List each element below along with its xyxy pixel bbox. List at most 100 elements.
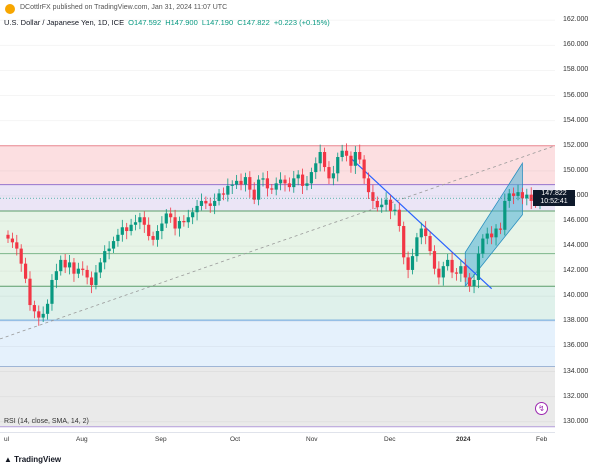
price-tick-label: 142.000 <box>563 267 589 275</box>
candle-body <box>274 183 278 190</box>
candle-body <box>19 248 23 264</box>
candle-body <box>309 172 313 184</box>
candle-body <box>366 178 371 193</box>
candle-body <box>103 251 107 263</box>
price-tick-label: 144.000 <box>563 242 589 250</box>
candle-body <box>397 209 401 227</box>
candle-body <box>520 192 525 199</box>
candle-body <box>305 183 309 186</box>
candle-body <box>371 192 375 201</box>
candle-body <box>120 227 124 235</box>
price-tick-label: 132.000 <box>563 392 589 400</box>
tradingview-logo-text: TradingView <box>14 455 62 464</box>
candle-body <box>10 238 14 243</box>
price-tick-label: 130.000 <box>563 417 589 425</box>
rsi-indicator-label[interactable]: RSI (14, close, SMA, 14, 2) <box>4 418 89 425</box>
candle-body <box>419 228 423 238</box>
candle-body <box>186 217 190 223</box>
candle-body <box>529 194 533 201</box>
tv-mark-icon: ▲ <box>4 455 12 464</box>
candle-body <box>23 263 28 279</box>
lightning-icon[interactable]: ↯ <box>535 402 548 415</box>
candle-body <box>454 272 459 274</box>
change-value: +0.223 (+0.15%) <box>273 18 330 27</box>
price-tick-label: 162.000 <box>563 16 589 24</box>
candle-body <box>199 200 204 206</box>
candle-body <box>512 193 516 196</box>
candle-body <box>85 269 89 278</box>
candle-body <box>28 278 32 306</box>
candle-body <box>177 221 182 229</box>
price-tick-label: 138.000 <box>563 317 589 325</box>
candle-body <box>226 185 230 195</box>
candle-body <box>221 193 226 195</box>
candle-body <box>67 262 72 268</box>
candle-body <box>476 253 481 280</box>
footer: ▲ TradingView <box>0 452 602 470</box>
price-tick-label: 158.000 <box>563 66 589 74</box>
candle-body <box>252 189 256 200</box>
candle-body <box>349 155 353 166</box>
candle-body <box>314 163 318 173</box>
candle-body <box>446 259 450 267</box>
price-tick-label: 150.000 <box>563 166 589 174</box>
candle-body <box>195 205 199 213</box>
price-tick-label: 156.000 <box>563 91 589 99</box>
candle-body <box>384 199 388 205</box>
candle-body <box>358 152 362 160</box>
candle-body <box>213 200 217 206</box>
candle-body <box>169 213 173 218</box>
candle-body <box>257 179 261 200</box>
candle-body <box>331 173 335 179</box>
price-tick-label: 160.000 <box>563 41 589 49</box>
candle-body <box>393 209 397 211</box>
candle-body <box>380 204 384 208</box>
candle-body <box>45 303 50 314</box>
fib-zone <box>0 320 555 367</box>
candle-body <box>243 177 248 185</box>
candle-body <box>164 213 168 224</box>
candle-body <box>507 193 511 201</box>
candle-body <box>208 203 212 206</box>
tradingview-logo[interactable]: ▲ TradingView <box>4 455 61 464</box>
candle-body <box>322 152 327 168</box>
candle-body <box>300 174 305 186</box>
candle-body <box>318 152 322 164</box>
candle-body <box>406 257 410 270</box>
candle-body <box>441 266 445 278</box>
candle-body <box>50 279 54 304</box>
symbol-title[interactable]: U.S. Dollar / Japanese Yen, 1D, ICE <box>4 18 125 27</box>
candle-body <box>111 241 116 249</box>
dashed-trendline <box>0 145 556 340</box>
candle-body <box>265 178 270 189</box>
time-label-dec: Dec <box>384 436 396 443</box>
price-tick-label: 136.000 <box>563 342 589 350</box>
candle-body <box>402 226 406 258</box>
candle-body <box>248 177 252 190</box>
candle-body <box>503 200 507 230</box>
candle-body <box>336 157 340 174</box>
candle-body <box>287 183 291 188</box>
time-label-oct: Oct <box>230 436 241 443</box>
candle-body <box>494 228 498 238</box>
candle-body <box>525 194 529 199</box>
candle-body <box>41 313 45 318</box>
candle-body <box>32 305 36 312</box>
candle-body <box>63 259 67 268</box>
last-price-value: 147.822 <box>541 190 567 197</box>
candle-body <box>204 200 208 204</box>
candle-body <box>54 271 58 280</box>
time-label-2024: 2024 <box>456 436 471 443</box>
candle-body <box>89 277 94 285</box>
candle-body <box>424 228 428 237</box>
time-axis[interactable]: ul Aug Sep Oct Nov Dec 2024 Feb <box>0 432 560 446</box>
time-label-aug: Aug <box>76 436 88 443</box>
candle-body <box>116 234 120 242</box>
countdown-time: 10:52:41 <box>540 198 568 205</box>
candle-body <box>344 150 349 156</box>
axis-divider <box>0 432 555 433</box>
candle-body <box>432 251 437 269</box>
candle-body <box>472 279 476 287</box>
candle-body <box>138 217 142 223</box>
